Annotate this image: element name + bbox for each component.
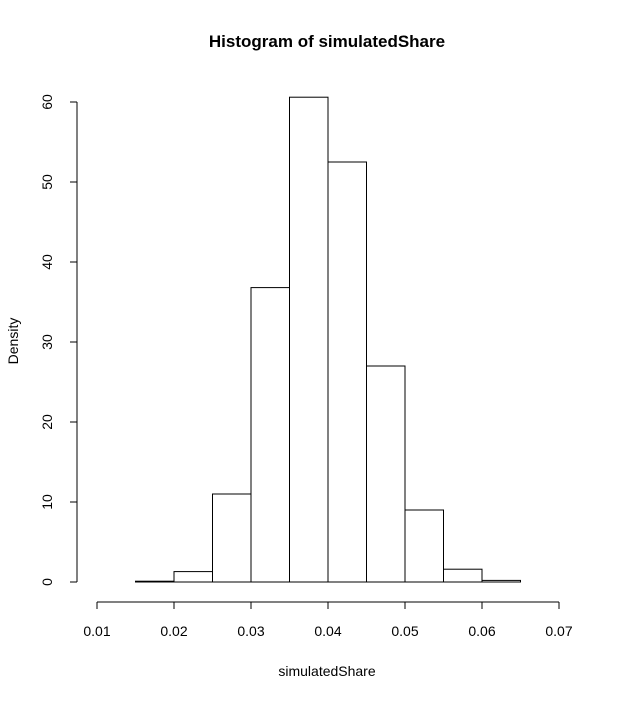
y-axis: 0 10 20 30 40 50 60 [39,94,78,586]
histogram-bar [135,580,175,583]
x-axis: 0.01 0.02 0.03 0.04 0.05 0.06 0.07 [83,601,573,639]
histogram-bar [366,365,406,583]
histogram-bar [250,287,290,583]
histogram-bar [327,161,367,583]
x-tick-label: 0.04 [314,623,341,639]
y-tick-label: 20 [39,414,55,430]
y-tick-label: 50 [39,174,55,190]
x-tick-label: 0.02 [160,623,187,639]
x-tick-label: 0.05 [391,623,418,639]
chart-title: Histogram of simulatedShare [209,32,445,51]
y-tick-label: 40 [39,254,55,270]
histogram-bar [443,568,483,583]
x-axis-label: simulatedShare [278,663,375,679]
x-tick-label: 0.07 [545,623,572,639]
histogram-bar [289,96,329,583]
y-tick-label: 30 [39,334,55,350]
histogram-bar [173,571,213,583]
x-tick-label: 0.01 [83,623,110,639]
y-tick-label: 0 [39,578,55,586]
histogram-bar [212,493,252,583]
y-axis-label: Density [5,318,21,365]
x-tick-label: 0.06 [468,623,495,639]
histogram-bars [135,96,521,583]
y-tick-label: 60 [39,94,55,110]
x-tick-label: 0.03 [237,623,264,639]
histogram-bar [404,509,444,583]
y-tick-label: 10 [39,494,55,510]
histogram-bar [481,579,521,583]
